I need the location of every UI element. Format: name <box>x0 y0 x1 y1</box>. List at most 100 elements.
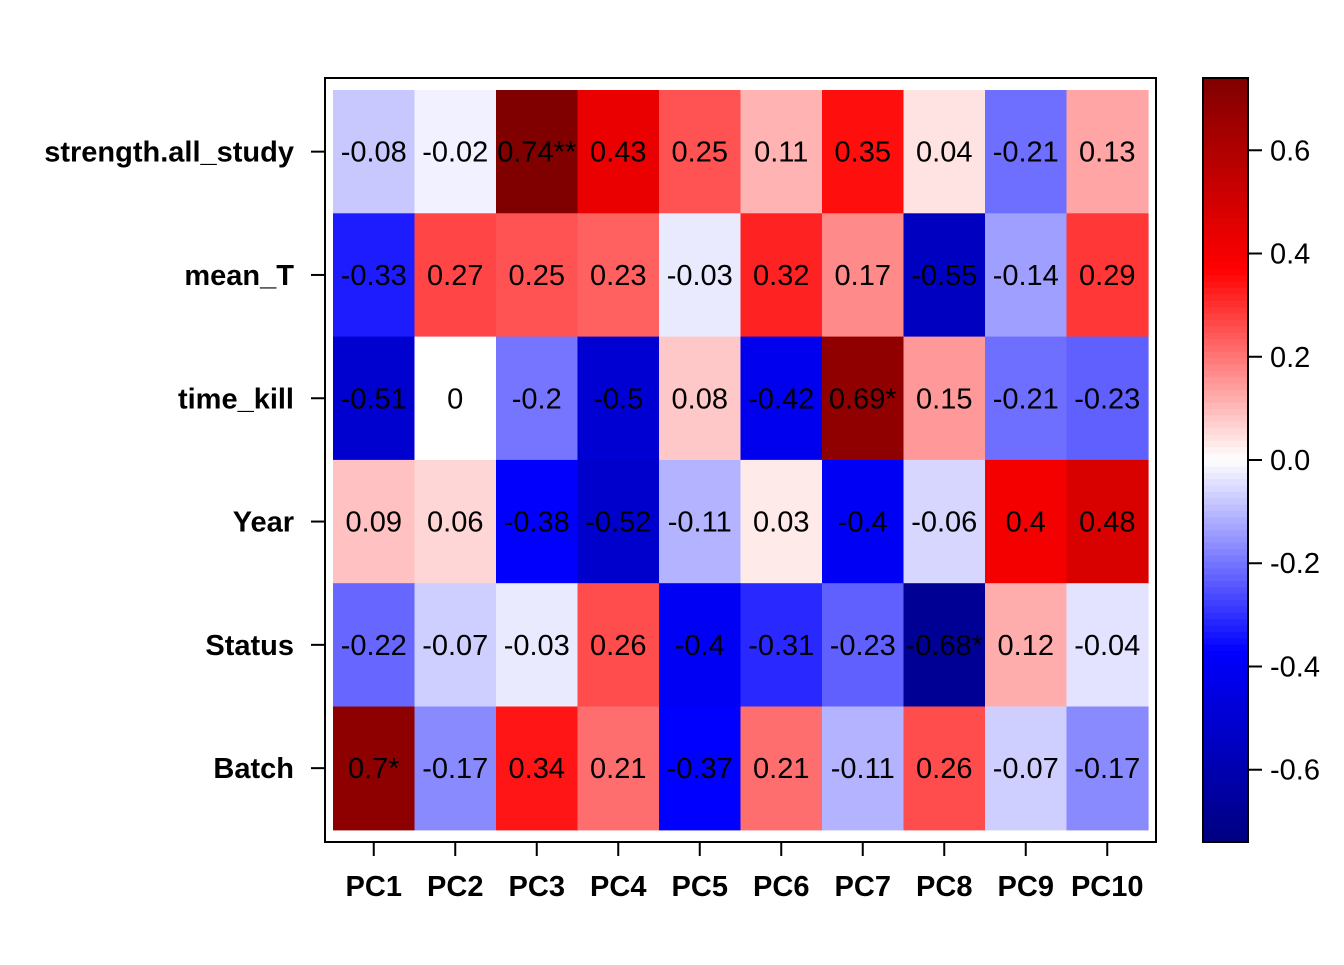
colorbar-segment <box>1203 746 1248 754</box>
colorbar-segment <box>1203 822 1248 830</box>
colorbar-segment <box>1203 332 1248 340</box>
cell-value-label: -0.4 <box>838 507 888 539</box>
colorbar-segment <box>1203 701 1248 709</box>
colorbar-segment <box>1203 600 1248 608</box>
colorbar-segment <box>1203 771 1248 779</box>
colorbar-segment <box>1203 619 1248 627</box>
colorbar-segment <box>1203 396 1248 404</box>
cell-value-label: -0.2 <box>512 383 562 415</box>
heatmap-cell <box>577 336 660 461</box>
cell-value-label: 0.43 <box>590 137 646 169</box>
heatmap-cell-labels: -0.08 -0.02 0.74** 0.43 0.25 0.11 0.35 0.04 -0.2… <box>341 137 1141 786</box>
heatmap-cell <box>1066 213 1149 338</box>
cell-value-label: -0.17 <box>1074 753 1140 785</box>
colorbar-segment <box>1203 460 1248 467</box>
cell-value-label: -0.5 <box>593 383 643 415</box>
colorbar-segment <box>1203 300 1248 308</box>
heatmap-cell <box>333 459 416 584</box>
heatmap-cell <box>740 583 823 708</box>
colorbar-segment <box>1203 695 1248 703</box>
cell-value-label: -0.55 <box>911 260 977 292</box>
row-label: Year <box>233 507 294 539</box>
cell-value-label: -0.23 <box>1074 383 1140 415</box>
colorbar-segment <box>1203 275 1248 283</box>
cell-value-label: 0.74** <box>497 137 576 169</box>
heatmap-cell <box>985 459 1068 584</box>
colorbar-segment <box>1203 415 1248 423</box>
column-label: PC7 <box>835 871 891 903</box>
colorbar-segment <box>1203 721 1248 728</box>
row-label: time_kill <box>178 383 294 415</box>
colorbar-segment <box>1203 472 1248 480</box>
heatmap-cell <box>822 213 905 338</box>
cell-value-label: 0.69* <box>829 383 897 415</box>
colorbar-segment <box>1203 307 1248 315</box>
row-label: mean_T <box>184 260 294 292</box>
cell-value-label: -0.06 <box>911 507 977 539</box>
column-label: PC9 <box>998 871 1054 903</box>
heatmap-cell <box>985 583 1068 708</box>
colorbar-tick-label: 0.4 <box>1270 239 1310 271</box>
colorbar-segment <box>1203 383 1248 391</box>
heatmap-cell <box>496 213 579 338</box>
heatmap-cell <box>414 583 497 708</box>
row-label: strength.all_study <box>44 137 294 169</box>
cell-value-label: 0.25 <box>672 137 728 169</box>
colorbar-segment <box>1203 657 1248 665</box>
heatmap-cell <box>414 706 497 831</box>
colorbar-segment <box>1203 243 1248 251</box>
colorbar-segment <box>1203 256 1248 264</box>
heatmap-cell <box>577 459 660 584</box>
cell-value-label: 0.09 <box>346 507 402 539</box>
cell-value-label: 0 <box>447 383 463 415</box>
cell-value-label: -0.68* <box>906 630 983 662</box>
cell-value-label: 0.29 <box>1079 260 1135 292</box>
colorbar-segment <box>1203 504 1248 512</box>
colorbar-segment <box>1203 498 1248 506</box>
colorbar-segment <box>1203 612 1248 620</box>
heatmap-cell <box>822 336 905 461</box>
cell-value-label: 0.12 <box>998 630 1054 662</box>
colorbar-segment <box>1203 78 1248 85</box>
heatmap-cell <box>659 583 742 708</box>
colorbar-segment <box>1203 810 1248 818</box>
column-axis: PC1 PC2 PC3 PC4 PC5 PC6 PC7 PC8 PC9 PC10 <box>346 842 1144 903</box>
colorbar-segment <box>1203 816 1248 824</box>
heatmap-cell <box>496 706 579 831</box>
colorbar-segment <box>1203 364 1248 372</box>
colorbar-tick-label: 0.6 <box>1270 135 1310 167</box>
row-label: Status <box>205 630 294 662</box>
cell-value-label: 0.23 <box>590 260 646 292</box>
cell-value-label: 0.35 <box>835 137 891 169</box>
colorbar-segment <box>1203 377 1248 385</box>
heatmap-cell <box>903 459 986 584</box>
colorbar-segment <box>1203 517 1248 525</box>
colorbar-segment <box>1203 708 1248 716</box>
colorbar-segment <box>1203 631 1248 639</box>
heatmap-cell <box>414 90 497 214</box>
colorbar-segment <box>1203 281 1248 289</box>
cell-value-label: 0.25 <box>509 260 565 292</box>
heatmap-cells <box>333 90 1149 831</box>
cell-value-label: -0.11 <box>831 753 895 785</box>
colorbar-segment <box>1203 218 1248 226</box>
colorbar-segment <box>1203 574 1248 582</box>
heatmap-cell <box>577 706 660 831</box>
colorbar-segment <box>1203 326 1248 334</box>
colorbar-segment <box>1203 485 1248 493</box>
colorbar-segment <box>1203 319 1248 327</box>
colorbar-segment <box>1203 791 1248 799</box>
colorbar-segment <box>1203 555 1248 563</box>
colorbar-segment <box>1203 549 1248 557</box>
cell-value-label: -0.17 <box>422 753 488 785</box>
colorbar-segment <box>1203 103 1248 111</box>
heatmap-cell <box>985 706 1068 831</box>
column-label: PC6 <box>753 871 809 903</box>
colorbar-segment <box>1203 148 1248 155</box>
colorbar-segment <box>1203 269 1248 276</box>
cell-value-label: -0.21 <box>993 137 1059 169</box>
colorbar-segment <box>1203 237 1248 245</box>
colorbar-segment <box>1203 294 1248 302</box>
colorbar-segment <box>1203 733 1248 741</box>
heatmap-cell <box>496 336 579 461</box>
